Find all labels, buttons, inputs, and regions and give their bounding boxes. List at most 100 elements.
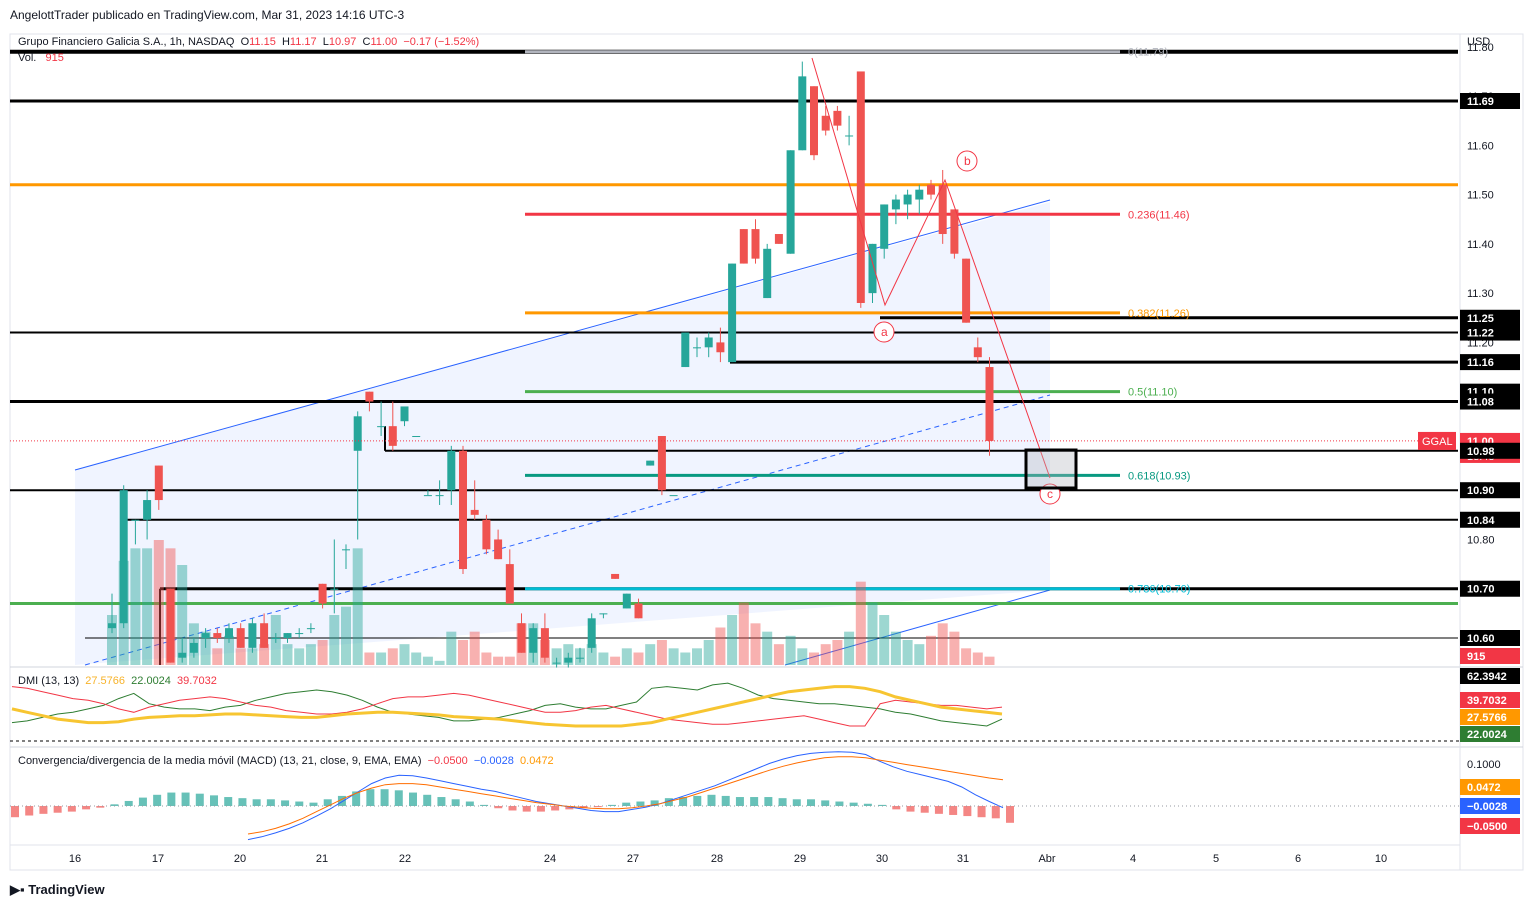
volume-bar <box>352 548 363 665</box>
macd-histogram-bar <box>465 801 474 806</box>
macd-histogram-bar <box>337 795 346 806</box>
volume-bar <box>621 648 632 665</box>
fib-label: 0.5(11.10) <box>1128 387 1177 399</box>
macd-histogram-bar <box>522 806 531 812</box>
volume-bar <box>364 652 375 665</box>
candle-body <box>201 633 210 638</box>
volume-bar <box>668 648 679 665</box>
dmi-legend[interactable]: DMI (13, 13) 27.5766 22.0024 39.7032 <box>18 675 217 687</box>
price-tick: 11.60 <box>1467 140 1494 152</box>
volume-bar <box>422 656 433 665</box>
candle-body <box>400 406 409 422</box>
candle-body <box>529 628 538 653</box>
volume-bar <box>153 540 164 665</box>
candle-body <box>973 347 982 358</box>
candle-body <box>236 628 245 648</box>
candle-body <box>494 539 503 560</box>
time-tick: Abr <box>1038 853 1055 865</box>
price-tick: 11.30 <box>1467 288 1494 300</box>
volume-bar <box>259 644 270 665</box>
symbol-legend[interactable]: Grupo Financiero Galicia S.A., 1h, NASDA… <box>18 36 479 48</box>
volume-bar <box>224 635 234 665</box>
price-label: 10.98 <box>1467 446 1495 458</box>
macd-histogram-bar <box>693 795 702 806</box>
macd-histogram-bar <box>551 806 560 811</box>
volume-bar <box>972 652 983 665</box>
candle-body <box>470 509 479 515</box>
candle-body <box>412 436 421 438</box>
candle-body <box>131 519 140 521</box>
volume-bar <box>773 644 784 665</box>
price-label: 915 <box>1467 651 1485 663</box>
volume-bar <box>411 652 422 665</box>
tradingview-brand: TradingView <box>28 882 105 897</box>
volume-bar <box>762 631 773 665</box>
tradingview-logo[interactable]: ▶▪ TradingView <box>10 882 105 898</box>
time-tick: 10 <box>1375 853 1387 865</box>
price-label-box <box>1460 93 1520 109</box>
volume-bar <box>645 644 656 665</box>
price-label: 10.70 <box>1467 584 1495 596</box>
macd-histogram-bar <box>437 797 446 806</box>
macd-histogram-bar <box>138 797 147 806</box>
volume-bar <box>177 565 188 665</box>
volume-bar <box>902 640 913 665</box>
dmi-mdi-value: 39.7032 <box>177 675 217 687</box>
volume-bar <box>844 631 855 665</box>
volume-bar <box>305 644 316 665</box>
macd-histogram-bar <box>25 806 34 816</box>
macd-histogram-bar <box>764 797 773 806</box>
macd-histogram-bar <box>892 806 901 810</box>
candle-body <box>189 642 198 653</box>
candle-body <box>704 337 713 348</box>
macd-histogram-bar <box>608 804 616 806</box>
candle-body <box>728 263 737 363</box>
candle-body <box>985 367 994 441</box>
candle-body <box>657 436 666 491</box>
volume-bar <box>235 648 246 665</box>
volume-bar <box>469 631 480 665</box>
wave-circle <box>873 321 895 343</box>
candle-body <box>295 633 304 635</box>
macd-histogram-bar <box>906 806 915 812</box>
price-label-box <box>1460 482 1520 499</box>
macd-histogram-bar <box>153 794 162 806</box>
candle-body <box>716 342 725 353</box>
time-tick: 29 <box>794 853 806 865</box>
candle-body <box>353 416 362 451</box>
macd-histogram-bar <box>679 797 688 806</box>
macd-histogram-bar <box>195 793 204 806</box>
time-tick: 16 <box>69 853 81 865</box>
ticker-tag <box>1418 431 1456 450</box>
macd-histogram-bar <box>934 806 943 814</box>
volume-legend[interactable]: Vol. 915 <box>18 52 64 64</box>
candle-body <box>318 583 327 604</box>
time-tick: 6 <box>1295 853 1301 865</box>
candle-body <box>880 204 889 249</box>
price-label: 11.22 <box>1467 328 1494 340</box>
candle-body <box>669 495 678 497</box>
candle-body <box>634 603 643 619</box>
volume-bar <box>656 640 667 665</box>
volume-bar <box>341 606 351 665</box>
macd-histogram-bar <box>735 797 744 806</box>
volume-bar <box>317 640 328 665</box>
fib-label: 0.786(10.70) <box>1128 584 1190 596</box>
macd-axis-box <box>1460 779 1520 795</box>
time-tick: 24 <box>544 853 556 865</box>
volume-bar <box>738 602 749 665</box>
macd-histogram-bar <box>622 802 631 806</box>
candle-body <box>213 633 222 638</box>
macd-legend[interactable]: Convergencia/divergencia de la media móv… <box>18 755 554 767</box>
candle-body <box>856 71 865 303</box>
price-tick: 11.50 <box>1467 190 1494 202</box>
volume-bar <box>329 615 340 665</box>
volume-bar <box>914 644 925 665</box>
candle-body <box>459 450 467 570</box>
price-label: 10.84 <box>1467 515 1495 527</box>
macd-histogram-bar <box>39 806 48 814</box>
macd-histogram-bar <box>963 806 972 817</box>
macd-histogram-bar <box>807 799 815 806</box>
volume-value: 915 <box>45 52 64 64</box>
